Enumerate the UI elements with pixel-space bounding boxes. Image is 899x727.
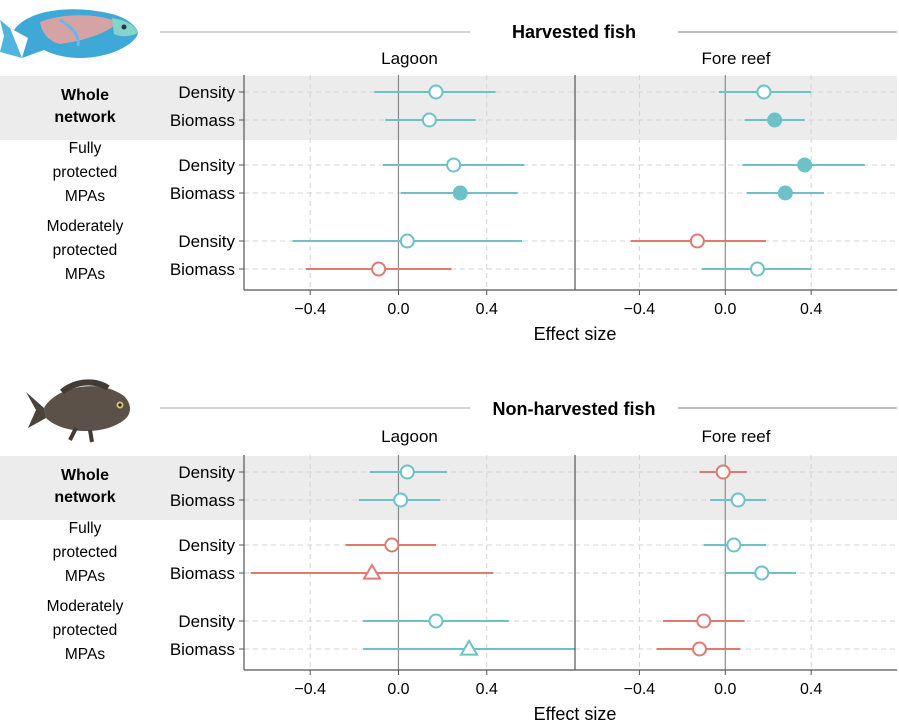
estimate-point [767,112,783,128]
chart-panel-1: Non-harvested fish Lagoon −0.4 0.0 0.4 Fore r… [0,395,897,724]
chart-title: Harvested fish [512,22,636,42]
estimate-point [399,233,415,249]
estimate-point [384,537,400,553]
estimate-point [749,261,765,277]
estimate-point [459,639,479,656]
row-label: Biomass [170,111,235,130]
estimate-point [428,613,444,629]
estimate-point [399,464,415,480]
estimate-point [715,464,731,480]
group-label: MPAs [65,568,105,585]
estimate-point [730,492,746,508]
group-label: Whole [61,467,109,484]
facet-label: Fore reef [702,49,771,68]
damselfish-icon [26,379,130,443]
x-tick-label: 0.0 [387,681,409,698]
x-axis-title: Effect size [534,704,617,724]
x-tick-label: 0.4 [476,681,498,698]
group-label: protected [53,242,118,259]
group-label: protected [53,622,118,639]
estimate-point [393,492,409,508]
estimate-point [689,233,705,249]
group-label: Moderately [47,598,124,615]
group-band-0 [0,76,897,140]
facet-label: Fore reef [702,427,771,446]
group-label: Fully [69,520,102,537]
group-label: Whole [61,87,109,104]
row-label: Biomass [170,260,235,279]
facet-label: Lagoon [381,427,438,446]
title-bg [470,18,678,44]
estimate-point [428,84,444,100]
group-band-0 [0,456,897,520]
x-tick-label: 0.4 [800,681,822,698]
estimate-point [777,185,793,201]
estimate-point [362,563,382,580]
x-tick-label: 0.4 [800,301,822,318]
chart-title: Non-harvested fish [492,399,655,419]
chart-panel-0: Harvested fish Lagoon −0.4 0.0 0.4 Fore reef −… [0,18,897,344]
estimate-point [446,157,462,173]
group-label: Fully [69,140,102,157]
estimate-point [421,112,437,128]
row-label: Density [178,536,235,555]
estimate-point [756,84,772,100]
x-tick-label: −0.4 [624,681,656,698]
row-label: Density [178,612,235,631]
group-label: MPAs [65,646,105,663]
row-label: Biomass [170,184,235,203]
estimate-point [692,641,708,657]
x-tick-label: 0.4 [476,301,498,318]
estimate-point [696,613,712,629]
row-label: Density [178,156,235,175]
x-tick-label: −0.4 [624,301,656,318]
x-tick-label: −0.4 [294,681,326,698]
row-label: Density [178,83,235,102]
row-label: Density [178,232,235,251]
x-axis-title: Effect size [534,324,617,344]
x-tick-label: −0.4 [294,301,326,318]
estimate-point [726,537,742,553]
group-label: MPAs [65,266,105,283]
row-label: Biomass [170,564,235,583]
group-label: Moderately [47,218,124,235]
estimate-point [754,565,770,581]
estimate-point [452,185,468,201]
group-label: MPAs [65,188,105,205]
x-tick-label: 0.0 [714,681,736,698]
row-label: Density [178,463,235,482]
estimate-point [797,157,813,173]
facet-label: Lagoon [381,49,438,68]
title-bg [470,395,678,421]
estimate-point [371,261,387,277]
x-tick-label: 0.0 [714,301,736,318]
group-label: protected [53,544,118,561]
row-label: Biomass [170,491,235,510]
x-tick-label: 0.0 [387,301,409,318]
row-label: Biomass [170,640,235,659]
group-label: network [54,109,115,126]
group-label: network [54,489,115,506]
group-label: protected [53,164,118,181]
parrotfish-icon [0,9,138,59]
